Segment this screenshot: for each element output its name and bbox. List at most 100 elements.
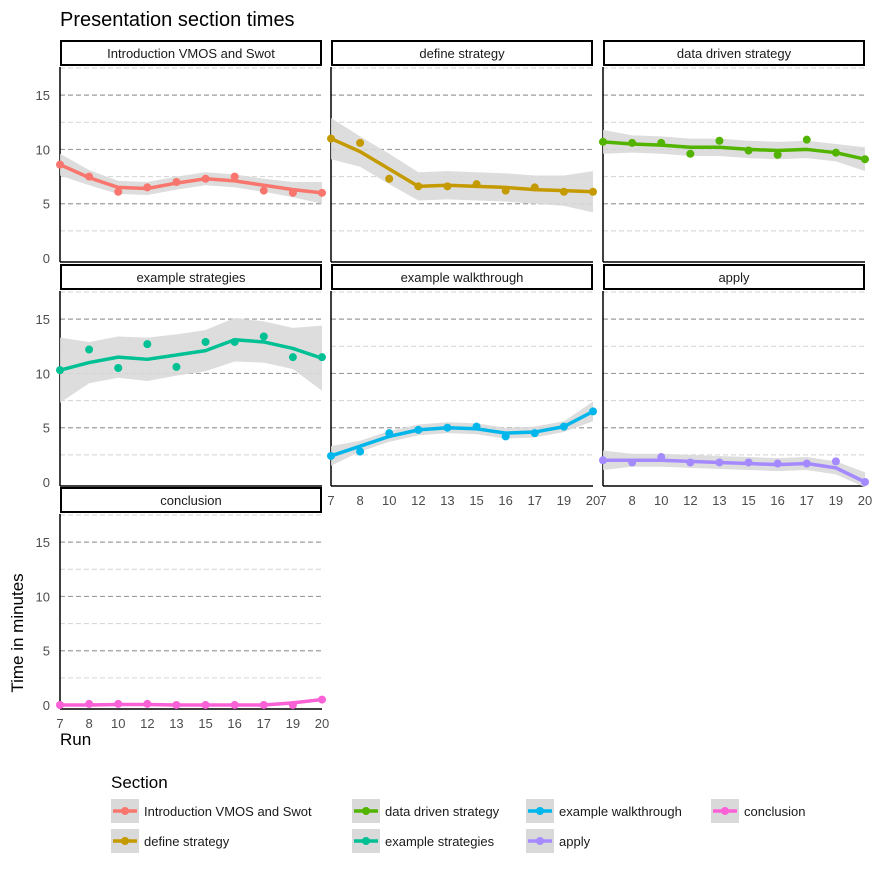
data-point <box>744 458 753 467</box>
series-line <box>602 140 866 161</box>
data-point <box>230 337 239 346</box>
x-tick-label: 10 <box>382 493 396 508</box>
facet-strip-label: apply <box>718 270 750 285</box>
legend-label: conclusion <box>744 804 805 819</box>
legend-label: define strategy <box>144 834 230 849</box>
facet-strip-label: conclusion <box>160 493 221 508</box>
facet-panel: define strategy <box>327 40 597 263</box>
x-tick-label: 16 <box>770 493 784 508</box>
legend-item: conclusion <box>711 799 805 823</box>
chart-title: Presentation section times <box>60 9 295 31</box>
data-point <box>657 453 666 462</box>
data-point <box>288 188 297 197</box>
data-point <box>530 183 539 192</box>
data-point <box>414 182 423 191</box>
x-tick-label: 8 <box>356 493 363 508</box>
confidence-band <box>331 117 593 213</box>
x-tick-label: 13 <box>169 716 183 731</box>
data-point <box>259 186 268 195</box>
x-axis-title: Run <box>60 730 91 749</box>
confidence-band <box>331 401 593 466</box>
y-tick-label: 0 <box>43 251 50 266</box>
data-point <box>773 150 782 159</box>
data-point <box>114 364 123 372</box>
legend-item: example walkthrough <box>526 799 682 823</box>
legend-item: Introduction VMOS and Swot <box>111 799 312 823</box>
facet-strip <box>331 40 593 66</box>
legend-key-point <box>362 837 370 845</box>
data-point <box>56 701 64 709</box>
data-point <box>288 353 297 362</box>
x-tick-label: 19 <box>829 493 843 508</box>
confidence-band <box>603 450 865 488</box>
data-point <box>802 135 811 144</box>
data-point <box>201 337 210 346</box>
data-point <box>472 180 481 189</box>
data-point <box>501 432 510 441</box>
data-point <box>443 182 452 191</box>
x-tick-label: 13 <box>712 493 726 508</box>
data-point <box>85 345 94 354</box>
data-point <box>773 459 782 468</box>
legend-label: data driven strategy <box>385 804 500 819</box>
data-point <box>559 187 568 196</box>
y-tick-label: 10 <box>36 589 50 604</box>
data-point <box>414 425 423 434</box>
legend-key-point <box>121 807 129 815</box>
y-tick-label: 15 <box>36 88 50 103</box>
legend-key-point <box>362 807 370 815</box>
data-point <box>356 138 365 147</box>
x-tick-label: 19 <box>286 716 300 731</box>
data-point <box>114 187 123 196</box>
legend-label: Introduction VMOS and Swot <box>144 804 312 819</box>
data-point <box>559 422 568 431</box>
x-tick-label: 10 <box>111 716 125 731</box>
data-point <box>327 451 335 460</box>
facet-panel: apply 7 8 10 12 13 15 16 17 19 20 <box>599 264 872 508</box>
legend-title: Section <box>111 773 168 792</box>
data-point <box>201 174 210 183</box>
data-point <box>599 456 607 465</box>
data-point <box>385 174 394 183</box>
facet-strip-label: data driven strategy <box>677 46 792 61</box>
data-point <box>85 172 94 181</box>
facet-strip <box>60 264 322 290</box>
data-point <box>443 423 452 432</box>
y-axis-title: Time in minutes <box>8 573 27 692</box>
data-point <box>318 353 326 362</box>
series-line <box>330 136 594 194</box>
x-tick-label: 8 <box>628 493 635 508</box>
confidence-band <box>603 129 865 172</box>
legend-label: example strategies <box>385 834 495 849</box>
facet-strip <box>60 487 322 513</box>
x-tick-label: 12 <box>140 716 154 731</box>
data-point <box>85 699 94 708</box>
data-point <box>831 457 840 466</box>
data-point <box>172 178 181 186</box>
data-point <box>744 146 753 155</box>
x-tick-label: 20 <box>315 716 329 731</box>
data-point <box>143 340 152 349</box>
y-tick-label: 5 <box>43 644 50 659</box>
x-tick-label: 16 <box>227 716 241 731</box>
series-line <box>60 697 323 707</box>
x-tick-label: 20 <box>586 493 600 508</box>
y-tick-label: 0 <box>43 475 50 490</box>
x-tick-label: 7 <box>56 716 63 731</box>
legend-label: apply <box>559 834 591 849</box>
facet-strip <box>603 264 865 290</box>
legend-key-point <box>121 837 129 845</box>
y-tick-label: 10 <box>36 142 50 157</box>
y-tick-label: 15 <box>36 312 50 327</box>
data-point <box>628 458 637 467</box>
data-point <box>472 422 481 431</box>
data-point <box>259 332 268 341</box>
facet-strip-label: Introduction VMOS and Swot <box>107 46 275 61</box>
data-point <box>657 138 666 147</box>
legend-label: example walkthrough <box>559 804 682 819</box>
data-point <box>589 407 597 416</box>
y-tick-label: 5 <box>43 421 50 436</box>
facet-panel: Introduction VMOS and Swot 0 5 10 15 <box>36 40 326 266</box>
facet-strip-label: example walkthrough <box>401 270 524 285</box>
data-point <box>686 458 695 467</box>
